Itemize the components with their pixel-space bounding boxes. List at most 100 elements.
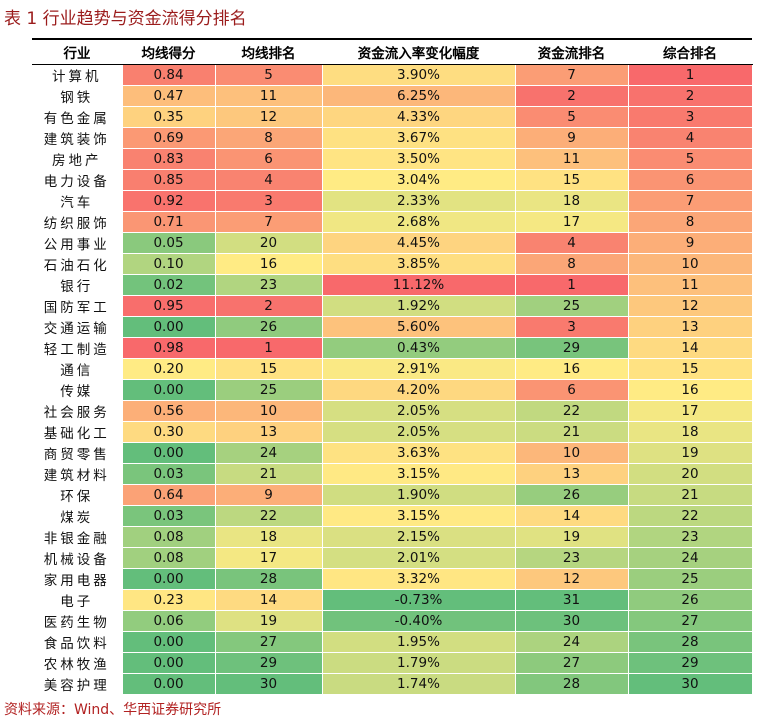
industry-cell: 传媒 (32, 379, 123, 401)
value-cell: 0.08 (122, 526, 216, 548)
value-cell: 21 (215, 463, 323, 485)
value-cell: 0.02 (122, 274, 216, 296)
value-cell: 5 (628, 148, 753, 170)
value-cell: 29 (215, 652, 323, 674)
value-cell: 4 (215, 169, 323, 191)
industry-cell: 公用事业 (32, 232, 123, 254)
table-row: 电力设备 0.85 4 3.04% 15 6 (32, 169, 753, 191)
value-cell: 3.15% (322, 463, 516, 485)
value-cell: 3 (628, 106, 753, 128)
value-cell: 1.92% (322, 295, 516, 317)
value-cell: 2 (215, 295, 323, 317)
table-row: 轻工制造 0.98 1 0.43% 29 14 (32, 337, 753, 359)
industry-cell: 电子 (32, 589, 123, 611)
column-header: 综合排名 (628, 38, 752, 65)
value-cell: 29 (628, 652, 753, 674)
value-cell: 20 (215, 232, 323, 254)
value-cell: 0.00 (122, 652, 216, 674)
table-row: 建筑材料 0.03 21 3.15% 13 20 (32, 463, 753, 485)
value-cell: 23 (515, 547, 629, 569)
value-cell: 3.63% (322, 442, 516, 464)
industry-cell: 有色金属 (32, 106, 123, 128)
value-cell: 0.47 (122, 85, 216, 107)
value-cell: 0.03 (122, 505, 216, 527)
value-cell: 0.00 (122, 442, 216, 464)
value-cell: 0.23 (122, 589, 216, 611)
value-cell: 0.00 (122, 568, 216, 590)
table-row: 家用电器 0.00 28 3.32% 12 25 (32, 568, 753, 590)
value-cell: 1.90% (322, 484, 516, 506)
value-cell: 0.69 (122, 127, 216, 149)
table-row: 房地产 0.83 6 3.50% 11 5 (32, 148, 753, 170)
industry-cell: 钢铁 (32, 85, 123, 107)
industry-cell: 机械设备 (32, 547, 123, 569)
value-cell: 3.50% (322, 148, 516, 170)
value-cell: 13 (215, 421, 323, 443)
value-cell: 17 (215, 547, 323, 569)
table-row: 农林牧渔 0.00 29 1.79% 27 29 (32, 652, 753, 674)
value-cell: 2.33% (322, 190, 516, 212)
value-cell: 3.90% (322, 64, 516, 86)
column-header: 资金流入率变化幅度 (322, 38, 515, 65)
value-cell: 19 (515, 526, 629, 548)
value-cell: 24 (628, 547, 753, 569)
value-cell: 2 (515, 85, 629, 107)
value-cell: 6 (215, 148, 323, 170)
value-cell: 2.05% (322, 400, 516, 422)
value-cell: 0.06 (122, 610, 216, 632)
table-row: 石油石化 0.10 16 3.85% 8 10 (32, 253, 753, 275)
column-header: 行业 (32, 38, 122, 65)
value-cell: 7 (215, 211, 323, 233)
table-row: 环保 0.64 9 1.90% 26 21 (32, 484, 753, 506)
source-note: 资料来源：Wind、华西证券研究所 (4, 702, 222, 718)
value-cell: 0.95 (122, 295, 216, 317)
value-cell: 5 (215, 64, 323, 86)
table-row: 交通运输 0.00 26 5.60% 3 13 (32, 316, 753, 338)
industry-cell: 纺织服饰 (32, 211, 123, 233)
value-cell: 11.12% (322, 274, 516, 296)
table-row: 国防军工 0.95 2 1.92% 25 12 (32, 295, 753, 317)
value-cell: 7 (515, 64, 629, 86)
value-cell: 12 (215, 106, 323, 128)
column-header: 均线排名 (215, 38, 322, 65)
value-cell: 28 (215, 568, 323, 590)
table-title: 表 1 行业趋势与资金流得分排名 (4, 9, 247, 29)
value-cell: 19 (215, 610, 323, 632)
data-table: 行业 均线得分 均线排名 资金流入率变化幅度 资金流排名 综合排名 计算机 0.84 5 3.9… (32, 38, 753, 695)
value-cell: 3.04% (322, 169, 516, 191)
value-cell: 11 (628, 274, 753, 296)
value-cell: 14 (628, 337, 753, 359)
value-cell: 27 (215, 631, 323, 653)
value-cell: 20 (628, 463, 753, 485)
value-cell: 6 (628, 169, 753, 191)
value-cell: 29 (515, 337, 629, 359)
value-cell: 15 (515, 169, 629, 191)
value-cell: 1 (215, 337, 323, 359)
value-cell: 22 (515, 400, 629, 422)
value-cell: 1 (628, 64, 753, 86)
value-cell: 8 (628, 211, 753, 233)
table-row: 钢铁 0.47 11 6.25% 2 2 (32, 85, 753, 107)
industry-cell: 房地产 (32, 148, 123, 170)
value-cell: -0.40% (322, 610, 516, 632)
industry-cell: 交通运输 (32, 316, 123, 338)
value-cell: 27 (515, 652, 629, 674)
industry-cell: 通信 (32, 358, 123, 380)
value-cell: 19 (628, 442, 753, 464)
industry-cell: 国防军工 (32, 295, 123, 317)
industry-cell: 家用电器 (32, 568, 123, 590)
industry-cell: 石油石化 (32, 253, 123, 275)
value-cell: 5 (515, 106, 629, 128)
industry-cell: 计算机 (32, 64, 123, 86)
value-cell: 10 (515, 442, 629, 464)
table-row: 美容护理 0.00 30 1.74% 28 30 (32, 673, 753, 695)
value-cell: 26 (215, 316, 323, 338)
industry-cell: 医药生物 (32, 610, 123, 632)
industry-cell: 社会服务 (32, 400, 123, 422)
value-cell: 8 (515, 253, 629, 275)
value-cell: 15 (215, 358, 323, 380)
industry-cell: 电力设备 (32, 169, 123, 191)
value-cell: 30 (515, 610, 629, 632)
value-cell: 9 (515, 127, 629, 149)
